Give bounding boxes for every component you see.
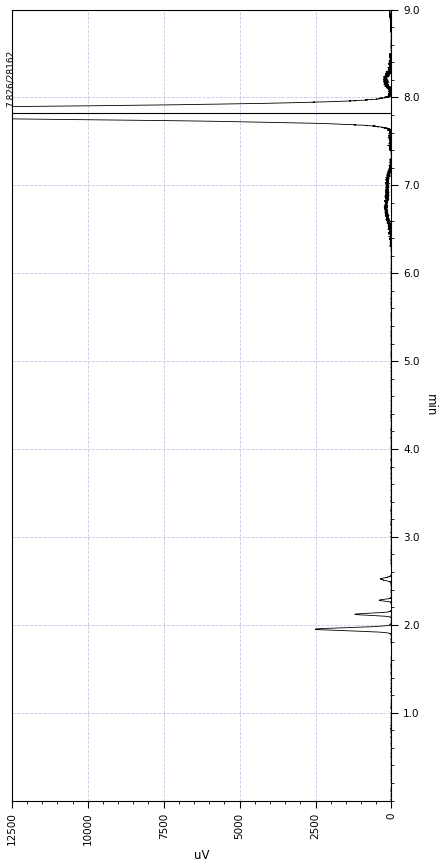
X-axis label: uV: uV [194,850,210,863]
Text: 7.826/28162: 7.826/28162 [6,50,15,108]
Y-axis label: min: min [423,394,436,417]
